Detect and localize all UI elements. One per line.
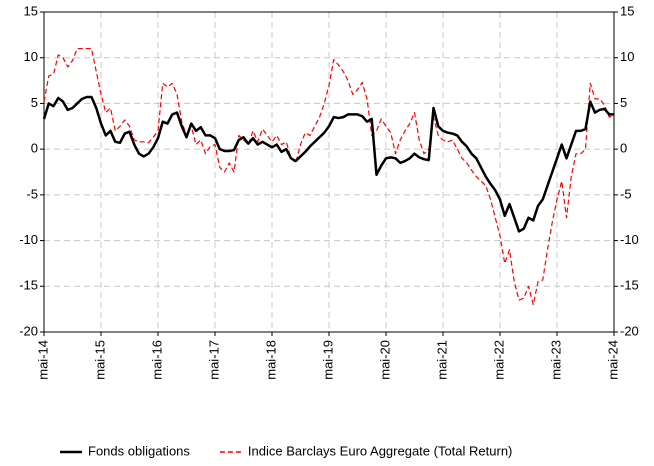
y-tick-label: -5 [26,186,38,201]
y2-tick-label: -10 [620,232,639,247]
x-tick-label: mai-24 [605,340,620,380]
y2-tick-label: 5 [620,95,627,110]
y2-tick-label: -20 [620,323,639,338]
y-tick-label: 0 [31,141,38,156]
x-tick-label: mai-20 [377,340,392,380]
x-tick-label: mai-18 [263,340,278,380]
x-tick-label: mai-19 [320,340,335,380]
y2-tick-label: -15 [620,278,639,293]
series-line [42,95,614,233]
y-tick-label: -15 [19,278,38,293]
y-tick-label: 10 [24,49,38,64]
x-tick-label: mai-23 [548,340,563,380]
x-tick-label: mai-22 [491,340,506,380]
y-tick-label: 15 [24,3,38,18]
plot-frame [43,11,615,333]
y-tick-label: 5 [31,95,38,110]
series-line [43,47,615,306]
legend-label: Indice Barclays Euro Aggregate (Total Re… [248,443,512,458]
y2-tick-label: 0 [620,141,627,156]
y2-tick-label: -5 [620,186,632,201]
x-tick-label: mai-16 [149,340,164,380]
x-tick-label: mai-14 [35,340,50,380]
x-tick-label: mai-15 [92,340,107,380]
y2-tick-label: 15 [620,3,634,18]
x-tick-label: mai-17 [206,340,221,380]
legend-label: Fonds obligations [88,443,190,458]
y-tick-label: -20 [19,323,38,338]
x-tick-label: mai-21 [434,340,449,380]
y-tick-label: -10 [19,232,38,247]
y2-tick-label: 10 [620,49,634,64]
